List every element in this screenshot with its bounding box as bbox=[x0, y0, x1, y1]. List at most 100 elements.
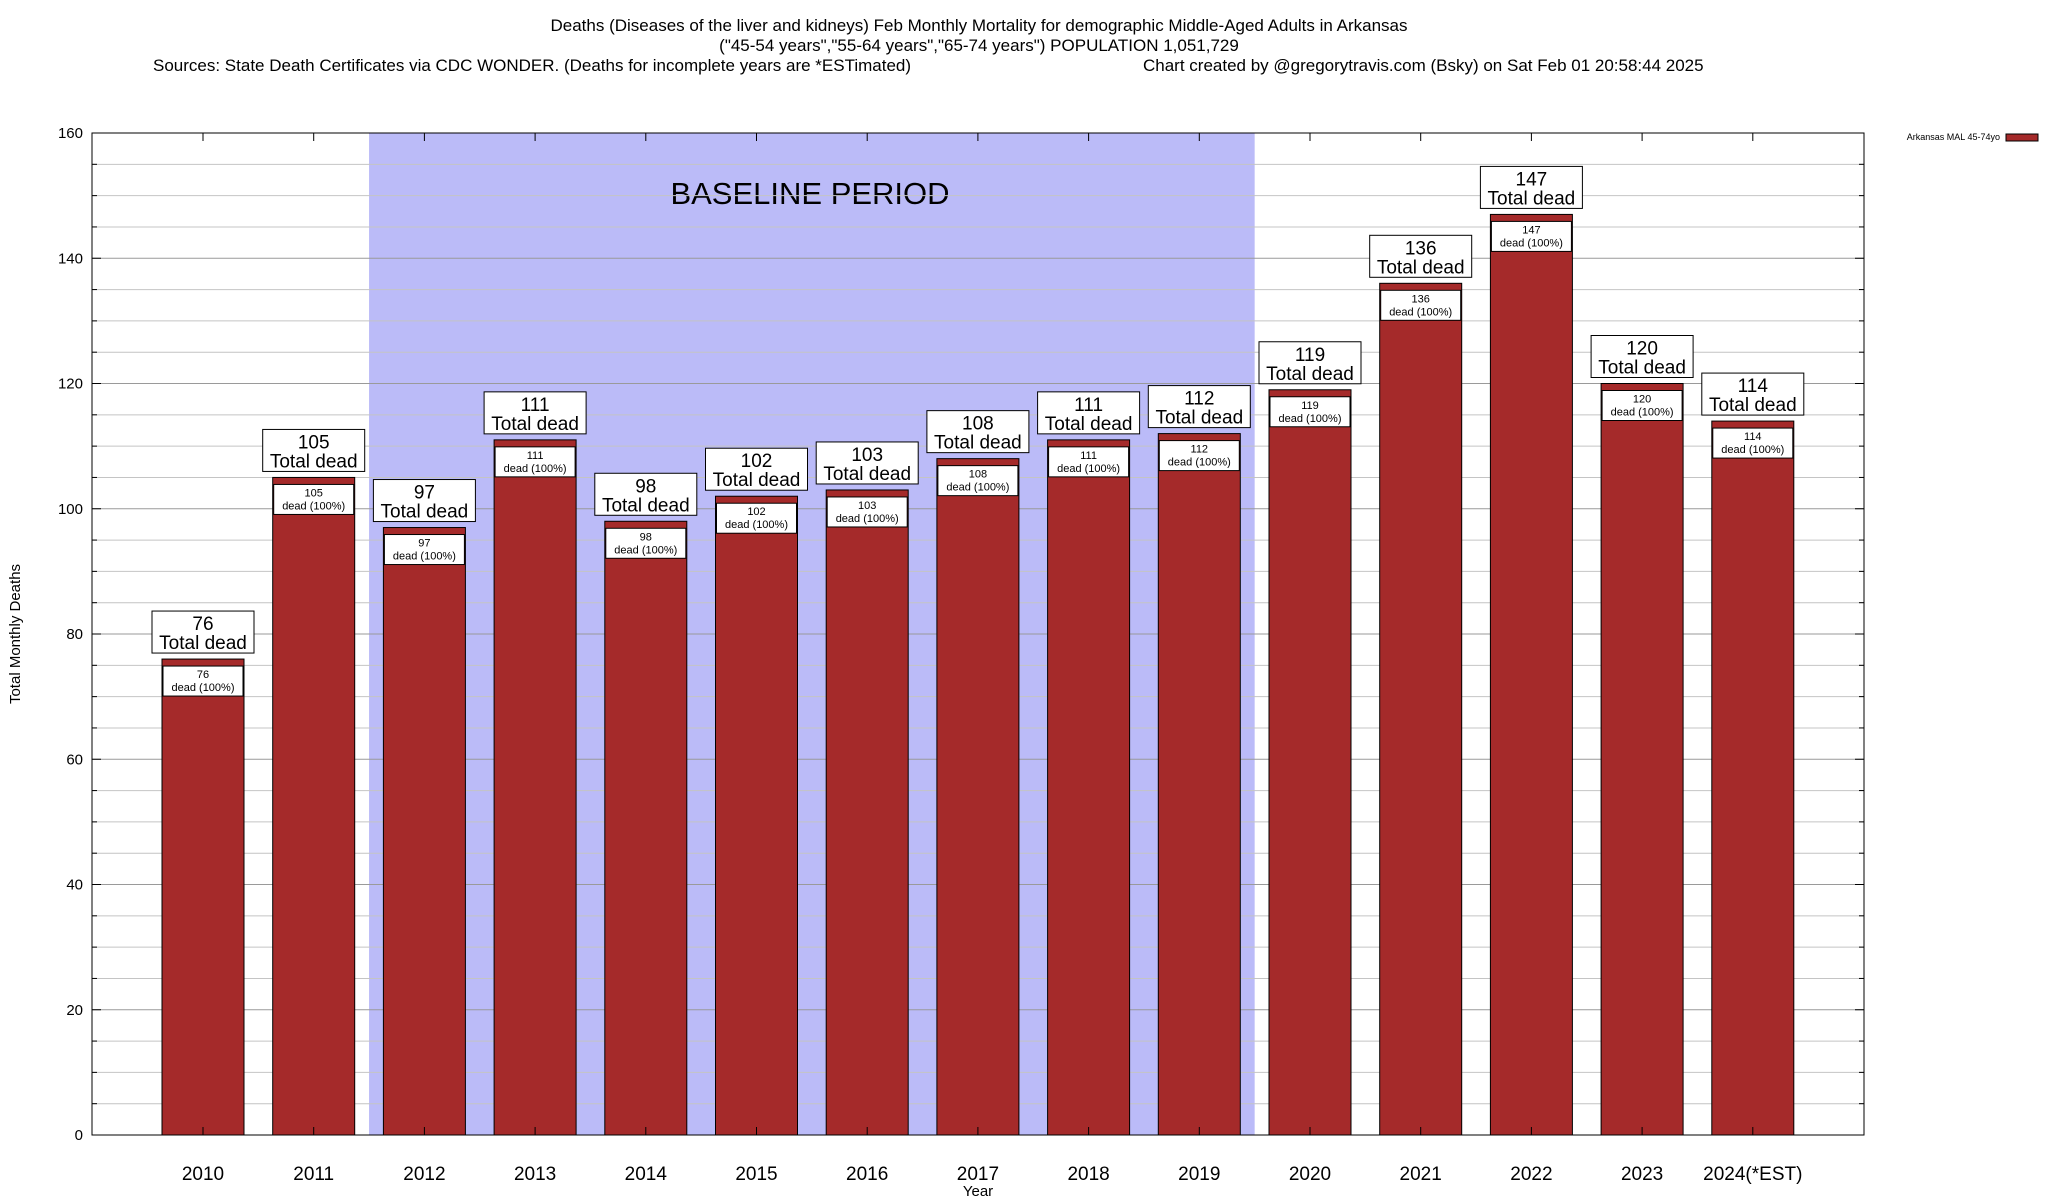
legend-swatch bbox=[2005, 133, 2039, 142]
total-label-box bbox=[926, 410, 1030, 454]
total-label-box bbox=[372, 479, 476, 523]
total-label-box bbox=[1590, 335, 1694, 378]
total-label-text: Total dead bbox=[1488, 188, 1576, 209]
x-tick-label: 2023 bbox=[1621, 1164, 1663, 1185]
total-label-text: Total dead bbox=[1598, 358, 1686, 379]
inner-label-value: 98 bbox=[640, 531, 652, 543]
inner-label-value: 111 bbox=[1080, 450, 1097, 462]
total-label-text: Total dead bbox=[159, 633, 247, 654]
total-label-text: Total dead bbox=[934, 433, 1022, 454]
inner-label-text: dead (100%) bbox=[1057, 463, 1120, 475]
inner-label-text: dead (100%) bbox=[1611, 407, 1674, 419]
total-label-box bbox=[1369, 234, 1473, 278]
y-tick-label: 20 bbox=[66, 1002, 83, 1019]
total-label-text: Total dead bbox=[713, 470, 801, 491]
total-label-box bbox=[1701, 372, 1805, 416]
total-label-box bbox=[1479, 165, 1583, 209]
y-tick-label: 160 bbox=[58, 125, 83, 142]
x-axis: 2010 2011 2012 2013 2014 2015 2016 2017 2018 2019… bbox=[182, 133, 1802, 1185]
total-label-box bbox=[594, 472, 698, 516]
x-tick-label: 2016 bbox=[846, 1164, 888, 1185]
total-label-value: 76 bbox=[192, 614, 213, 635]
bar bbox=[825, 489, 909, 1136]
inner-label-value: 114 bbox=[1744, 431, 1762, 443]
inner-label-box bbox=[1712, 427, 1794, 459]
total-label-value: 105 bbox=[298, 432, 330, 453]
y-tick-label: 100 bbox=[58, 501, 83, 518]
inner-label-text: dead (100%) bbox=[393, 551, 456, 563]
total-label-value: 103 bbox=[851, 445, 883, 466]
inner-label-text: dead (100%) bbox=[1168, 457, 1231, 469]
inner-label-value: 112 bbox=[1191, 444, 1209, 456]
total-label-box bbox=[1037, 391, 1141, 435]
total-label-value: 111 bbox=[521, 395, 550, 416]
bar bbox=[272, 476, 356, 1136]
y-axis-label: Total Monthly Deaths bbox=[7, 564, 24, 704]
inner-label-text: dead (100%) bbox=[946, 482, 1009, 494]
x-tick-label: 2020 bbox=[1289, 1164, 1331, 1185]
x-tick-label: 2012 bbox=[403, 1164, 445, 1185]
x-tick-label: 2019 bbox=[1178, 1164, 1220, 1185]
x-tick-label: 2011 bbox=[293, 1164, 334, 1185]
bar bbox=[715, 495, 798, 1136]
inner-label-box bbox=[1380, 289, 1462, 321]
bar bbox=[604, 520, 688, 1136]
y-tick-label: 140 bbox=[58, 250, 83, 267]
inner-label-value: 136 bbox=[1412, 293, 1430, 305]
chart-credit: Chart created by @gregorytravis.com (Bsk… bbox=[1143, 56, 1704, 75]
inner-label-text: dead (100%) bbox=[504, 463, 567, 475]
x-axis-label: Year bbox=[963, 1183, 993, 1200]
bar bbox=[493, 439, 577, 1136]
inner-label-box bbox=[494, 446, 576, 478]
total-label-box bbox=[1258, 341, 1362, 385]
inner-label-text: dead (100%) bbox=[725, 519, 788, 531]
x-tick-label: 2021 bbox=[1400, 1164, 1442, 1185]
inner-label-text: dead (100%) bbox=[1279, 413, 1342, 425]
inner-label-box bbox=[1601, 390, 1683, 421]
inner-label-value: 102 bbox=[747, 506, 765, 518]
total-label-value: 108 bbox=[962, 414, 994, 435]
total-label-text: Total dead bbox=[1045, 414, 1133, 435]
inner-label-value: 105 bbox=[305, 487, 323, 499]
inner-label-text: dead (100%) bbox=[614, 544, 677, 556]
total-label-text: Total dead bbox=[270, 451, 358, 472]
bar bbox=[1379, 282, 1463, 1136]
inner-label-value: 97 bbox=[418, 538, 430, 550]
total-label-value: 111 bbox=[1074, 395, 1103, 416]
inner-label-box bbox=[273, 483, 355, 515]
x-tick-label: 2014 bbox=[625, 1164, 668, 1185]
inner-label-box bbox=[716, 502, 797, 534]
total-label-text: Total dead bbox=[602, 495, 690, 516]
inner-label-value: 108 bbox=[969, 469, 987, 481]
inner-label-text: dead (100%) bbox=[172, 682, 235, 694]
inner-label-box bbox=[937, 465, 1019, 497]
total-label-text: Total dead bbox=[1266, 364, 1354, 385]
inner-label-text: dead (100%) bbox=[836, 513, 899, 525]
total-label-value: 97 bbox=[414, 483, 435, 504]
x-tick-label: 2022 bbox=[1510, 1164, 1552, 1185]
y-tick-label: 60 bbox=[66, 751, 83, 768]
bar bbox=[936, 458, 1020, 1136]
bar bbox=[1489, 213, 1573, 1136]
legend: Arkansas MAL 45-74yo bbox=[1907, 132, 2039, 142]
chart-title-line-1: Deaths (Diseases of the liver and kidney… bbox=[550, 16, 1407, 35]
inner-label-box bbox=[1158, 440, 1240, 472]
chart-header: Deaths (Diseases of the liver and kidney… bbox=[153, 16, 1704, 75]
total-label-box bbox=[151, 610, 255, 654]
total-label-box bbox=[815, 441, 919, 485]
inner-label-box bbox=[1269, 396, 1351, 428]
bar bbox=[1600, 383, 1684, 1136]
inner-label-box bbox=[826, 496, 908, 528]
total-label-value: 136 bbox=[1405, 238, 1437, 259]
bar bbox=[382, 527, 466, 1136]
